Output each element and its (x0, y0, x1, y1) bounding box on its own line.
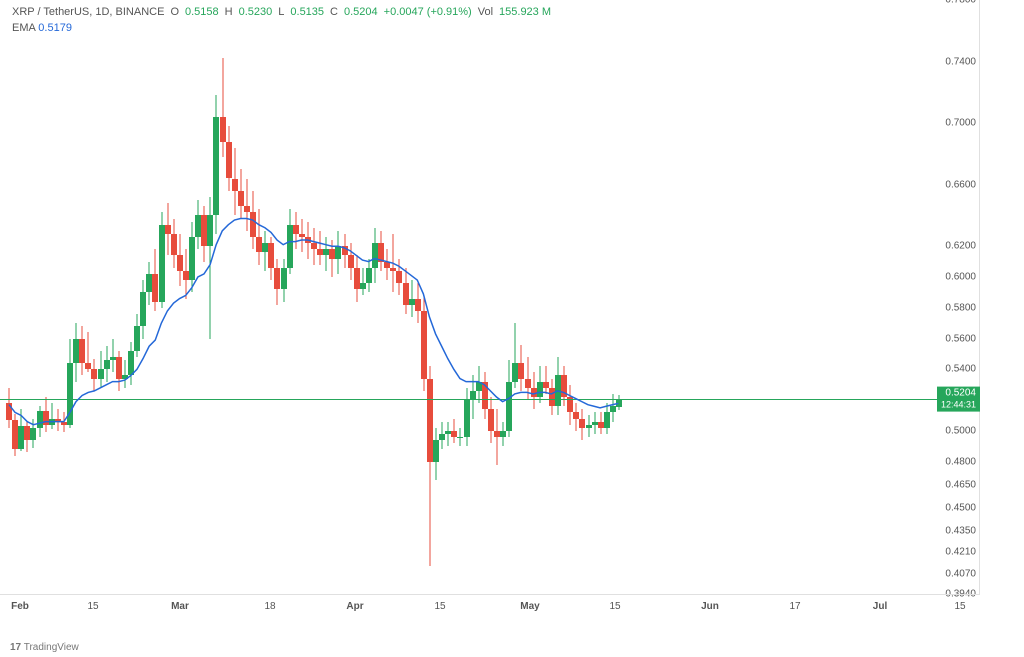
x-tick: Mar (171, 601, 189, 612)
ema-indicator: EMA 0.5179 (12, 22, 72, 34)
chart-container: XRP / TetherUS, 1D, BINANCE O 0.5158 H 0.5… (0, 0, 980, 620)
current-price-line (0, 399, 979, 400)
y-tick: 0.6200 (945, 241, 976, 252)
y-tick: 0.4500 (945, 502, 976, 513)
y-tick: 0.5800 (945, 302, 976, 313)
price-tag: 0.5204 12:44:31 (937, 387, 980, 412)
x-tick: 15 (434, 601, 445, 612)
y-tick: 0.4350 (945, 525, 976, 536)
vol-label: Vol (478, 6, 493, 18)
x-tick: Jun (701, 601, 719, 612)
tradingview-logo: 17 TradingView (10, 642, 79, 653)
x-tick: Feb (11, 601, 29, 612)
x-tick: 15 (87, 601, 98, 612)
ema-line (0, 0, 979, 594)
ohlc-o-value: 0.5158 (185, 6, 219, 18)
symbol-label: XRP / TetherUS, 1D, BINANCE (12, 6, 164, 18)
ohlc-o-label: O (170, 6, 179, 18)
y-tick: 0.6600 (945, 179, 976, 190)
x-tick: 18 (264, 601, 275, 612)
ohlc-h-value: 0.5230 (239, 6, 273, 18)
x-tick: Apr (346, 601, 363, 612)
ohlc-c-value: 0.5204 (344, 6, 378, 18)
x-tick: May (520, 601, 539, 612)
ohlc-l-value: 0.5135 (290, 6, 324, 18)
y-tick: 0.6000 (945, 271, 976, 282)
y-tick: 0.4650 (945, 479, 976, 490)
x-tick: 15 (954, 601, 965, 612)
y-tick: 0.4800 (945, 456, 976, 467)
y-tick: 0.5600 (945, 333, 976, 344)
x-tick: 15 (609, 601, 620, 612)
y-tick: 0.4210 (945, 547, 976, 558)
x-axis: Feb 15 Mar 18 Apr 15 May 15 Jun 17 Jul 15 (0, 594, 980, 620)
ema-value: 0.5179 (38, 22, 72, 34)
x-tick: 17 (789, 601, 800, 612)
ohlc-l-label: L (278, 6, 284, 18)
y-tick: 0.4070 (945, 568, 976, 579)
ohlc-h-label: H (225, 6, 233, 18)
ohlc-c-label: C (330, 6, 338, 18)
y-axis: 0.5204 12:44:31 0.7800 0.7400 0.7000 0.6600… (936, 0, 980, 620)
vol-value: 155.923 M (499, 6, 551, 18)
x-tick: Jul (873, 601, 887, 612)
y-tick: 0.7400 (945, 56, 976, 67)
ema-label: EMA (12, 22, 35, 34)
y-tick: 0.5000 (945, 425, 976, 436)
ohlc-change: +0.0047 (+0.91%) (384, 6, 472, 18)
price-tag-value: 0.5204 (945, 388, 976, 399)
y-tick: 0.7800 (945, 0, 976, 6)
price-tag-countdown: 12:44:31 (941, 400, 976, 411)
y-tick: 0.7000 (945, 118, 976, 129)
price-plot[interactable] (0, 0, 980, 594)
chart-header: XRP / TetherUS, 1D, BINANCE O 0.5158 H 0.5… (12, 6, 551, 18)
y-tick: 0.5400 (945, 364, 976, 375)
